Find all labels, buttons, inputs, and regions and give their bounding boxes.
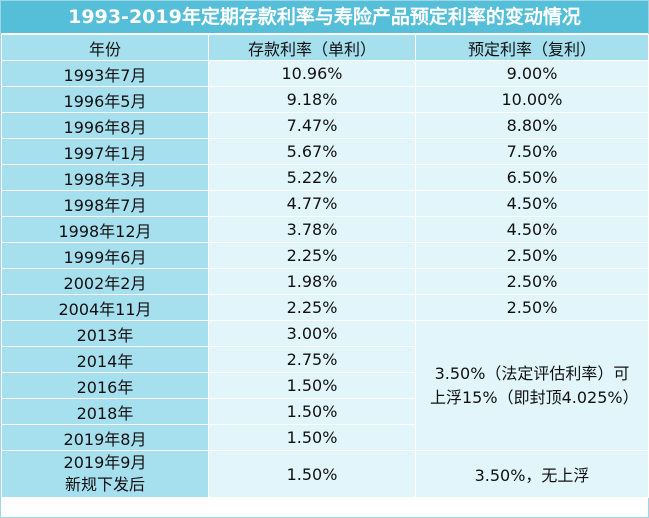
- deposit-rate-cell: 3.00%: [208, 320, 416, 347]
- deposit-rate-cell: 1.50%: [208, 424, 416, 451]
- table-row: 2019年8月 1.50%: [1, 424, 649, 451]
- year-line-note: 新规下发后: [64, 475, 145, 494]
- preset-rate-cell: 4.50%: [415, 216, 649, 243]
- table-row: 1996年5月 9.18% 10.00%: [1, 86, 649, 113]
- deposit-rate-cell: 1.98%: [208, 268, 416, 295]
- year-cell: 2014年: [1, 346, 209, 373]
- deposit-rate-cell: 9.18%: [208, 86, 416, 113]
- deposit-rate-cell: 1.50%: [208, 450, 416, 498]
- preset-rate-cell: 2.50%: [415, 294, 649, 321]
- year-cell: 1997年1月: [1, 138, 209, 165]
- year-cell: 2018年: [1, 398, 209, 425]
- year-cell: 2016年: [1, 372, 209, 399]
- header-deposit-rate: 存款利率（单利）: [208, 34, 416, 61]
- preset-rate-cell: 6.50%: [415, 164, 649, 191]
- table-row: 1993年7月 10.96% 9.00%: [1, 60, 649, 87]
- table-row: 2004年11月 2.25% 2.50%: [1, 294, 649, 321]
- year-cell-new-rule: 2019年9月 新规下发后: [1, 450, 209, 498]
- table-row: 1998年12月 3.78% 4.50%: [1, 216, 649, 243]
- year-line-date: 2019年9月: [63, 453, 147, 472]
- preset-rate-cell: 9.00%: [415, 60, 649, 87]
- deposit-rate-cell: 4.77%: [208, 190, 416, 217]
- year-cell: 2019年8月: [1, 424, 209, 451]
- year-cell: 2002年2月: [1, 268, 209, 295]
- deposit-rate-cell: 2.75%: [208, 346, 416, 373]
- table-row: 1997年1月 5.67% 7.50%: [1, 138, 649, 165]
- deposit-rate-cell: 5.22%: [208, 164, 416, 191]
- preset-rate-cell: 2.50%: [415, 268, 649, 295]
- year-cell: 2004年11月: [1, 294, 209, 321]
- deposit-rate-cell: 1.50%: [208, 372, 416, 399]
- table-row: 1998年3月 5.22% 6.50%: [1, 164, 649, 191]
- table-row: 1998年7月 4.77% 4.50%: [1, 190, 649, 217]
- year-cell: 1993年7月: [1, 60, 209, 87]
- year-cell: 1998年7月: [1, 190, 209, 217]
- header-year: 年份: [1, 34, 209, 61]
- year-cell: 1996年8月: [1, 112, 209, 139]
- year-cell: 1998年3月: [1, 164, 209, 191]
- header-preset-rate: 预定利率（复利）: [415, 34, 649, 61]
- table-row: 2014年 2.75%: [1, 346, 649, 373]
- table-row: 2018年 1.50%: [1, 398, 649, 425]
- table-title: 1993-2019年定期存款利率与寿险产品预定利率的变动情况: [1, 1, 648, 34]
- deposit-rate-cell: 1.50%: [208, 398, 416, 425]
- rate-table: 年份 存款利率（单利） 预定利率（复利） 1993年7月 10.96% 9.00…: [1, 34, 649, 498]
- year-cell: 1996年5月: [1, 86, 209, 113]
- deposit-rate-cell: 3.78%: [208, 216, 416, 243]
- preset-rate-cell: 8.80%: [415, 112, 649, 139]
- deposit-rate-cell: 7.47%: [208, 112, 416, 139]
- table-row: 2002年2月 1.98% 2.50%: [1, 268, 649, 295]
- preset-rate-cell: 2.50%: [415, 242, 649, 269]
- year-cell: 2013年: [1, 320, 209, 347]
- preset-rate-cell: 7.50%: [415, 138, 649, 165]
- merged-preset-rate-cell: 3.50%（法定评估利率）可上浮15%（即封顶4.025%）: [415, 320, 649, 451]
- preset-rate-cell: 4.50%: [415, 190, 649, 217]
- table-row: 2013年 3.00% 3.50%（法定评估利率）可上浮15%（即封顶4.025…: [1, 320, 649, 451]
- deposit-rate-cell: 2.25%: [208, 242, 416, 269]
- deposit-rate-cell: 10.96%: [208, 60, 416, 87]
- deposit-rate-cell: 2.25%: [208, 294, 416, 321]
- preset-rate-cell: 10.00%: [415, 86, 649, 113]
- table-row-last: 2019年9月 新规下发后 1.50% 3.50%，无上浮: [1, 450, 649, 498]
- deposit-rate-cell: 5.67%: [208, 138, 416, 165]
- year-cell: 1998年12月: [1, 216, 209, 243]
- year-cell: 1999年6月: [1, 242, 209, 269]
- table-row: 1999年6月 2.25% 2.50%: [1, 242, 649, 269]
- preset-rate-cell: 3.50%，无上浮: [415, 450, 649, 498]
- table-row: 1996年8月 7.47% 8.80%: [1, 112, 649, 139]
